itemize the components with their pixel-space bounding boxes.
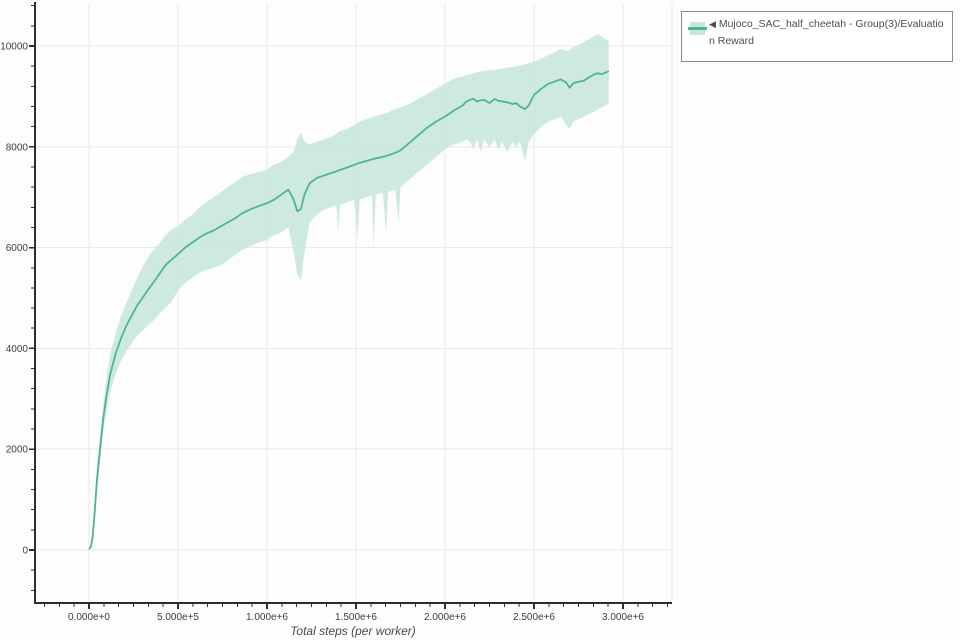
x-tick-label: 2.000e+6 <box>424 612 466 623</box>
y-tick-label: 4000 <box>6 344 29 355</box>
y-tick-label: 10000 <box>0 42 28 53</box>
y-tick-label: 8000 <box>6 142 29 153</box>
x-tick-label: 3.000e+6 <box>602 612 644 623</box>
x-tick-label: 1.000e+6 <box>246 612 288 623</box>
legend-text: ◀ Mujoco_SAC_half_cheetah - Group(3)/Eva… <box>709 12 947 50</box>
x-tick-label: 0.000e+0 <box>68 612 110 623</box>
axis-tick-labels: 0 2000 4000 6000 8000 10000 0.000e+0 5.000e+5 1.… <box>0 42 644 624</box>
collapse-arrow-icon[interactable]: ◀ <box>709 19 716 29</box>
legend-swatch-icon <box>688 22 707 35</box>
y-tick-label: 6000 <box>6 243 29 254</box>
x-tick-label: 1.500e+6 <box>335 612 377 623</box>
legend-box: ◀ Mujoco_SAC_half_cheetah - Group(3)/Eva… <box>681 11 953 62</box>
x-tick-label: 2.500e+6 <box>513 612 555 623</box>
legend-item[interactable]: ◀ Mujoco_SAC_half_cheetah - Group(3)/Eva… <box>682 12 952 61</box>
y-tick-label: 0 <box>22 546 28 557</box>
x-tick-label: 5.000e+5 <box>157 612 199 623</box>
x-axis-label: Total steps (per worker) <box>290 624 416 638</box>
legend-label: Mujoco_SAC_half_cheetah - Group(3)/Evalu… <box>709 18 944 47</box>
series-mean-line <box>88 70 610 550</box>
series-group <box>88 33 610 550</box>
series-band <box>89 33 609 550</box>
legend-line-icon <box>688 27 707 30</box>
y-tick-label: 2000 <box>6 445 29 456</box>
axes <box>29 2 672 609</box>
